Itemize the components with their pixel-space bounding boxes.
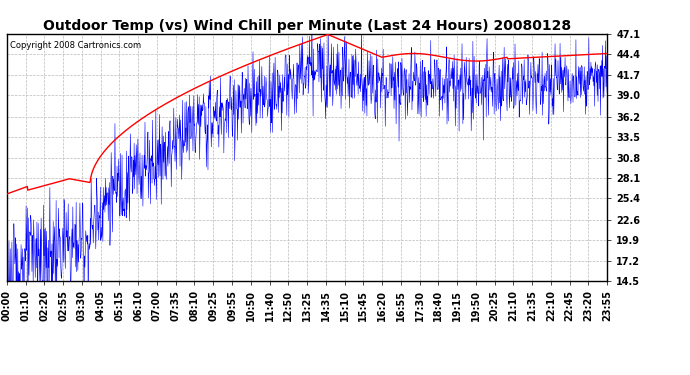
Text: Copyright 2008 Cartronics.com: Copyright 2008 Cartronics.com [10, 41, 141, 50]
Title: Outdoor Temp (vs) Wind Chill per Minute (Last 24 Hours) 20080128: Outdoor Temp (vs) Wind Chill per Minute … [43, 19, 571, 33]
